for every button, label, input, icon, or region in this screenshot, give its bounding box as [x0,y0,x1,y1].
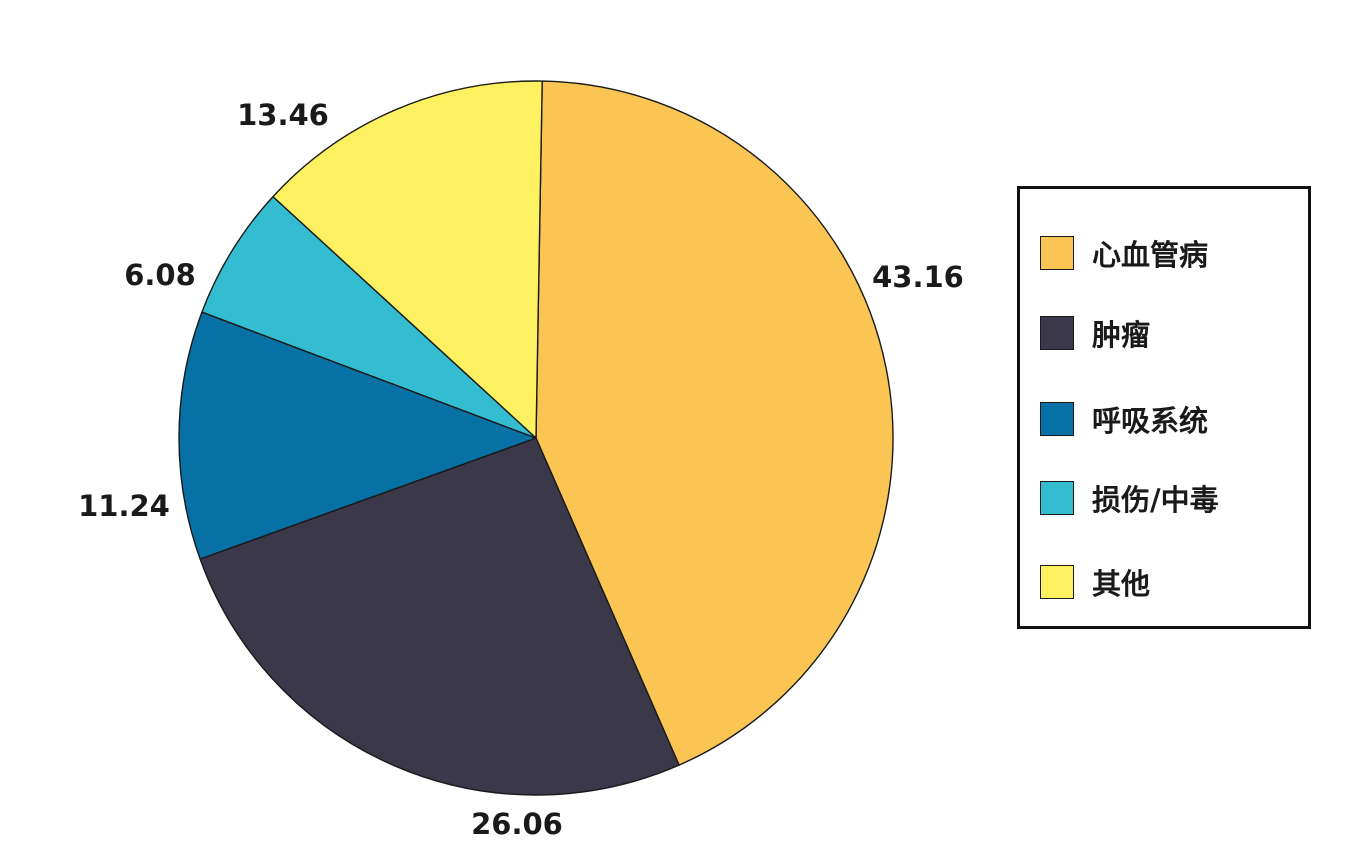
value-labels: 43.16 26.06 11.24 6.08 13.46 [78,98,964,841]
legend-swatch-injury-poisoning [1040,481,1074,515]
legend: 心血管病 肿瘤 呼吸系统 损伤/中毒 其他 [1017,186,1311,629]
pie-slice-injury-poisoning [201,195,537,439]
pie-slice-respiratory [178,311,537,560]
legend-swatch-other [1040,565,1074,599]
value-label-cardiovascular: 43.16 [872,260,964,294]
legend-item-cardiovascular: 心血管病 [1040,235,1209,272]
legend-swatch-tumor [1040,316,1074,350]
value-label-injury-poisoning: 6.08 [124,258,196,292]
pie-slice-tumor [199,437,680,796]
value-label-tumor: 26.06 [471,807,563,841]
value-label-respiratory: 11.24 [78,489,170,523]
legend-item-injury-poisoning: 损伤/中毒 [1040,480,1219,517]
pie-slice-other [272,80,543,439]
legend-label-tumor: 肿瘤 [1092,318,1151,352]
value-label-other: 13.46 [237,98,329,132]
legend-item-respiratory: 呼吸系统 [1040,401,1209,438]
legend-swatch-respiratory [1040,402,1074,436]
pie-slices [178,80,894,796]
legend-label-other: 其他 [1092,567,1151,601]
legend-label-respiratory: 呼吸系统 [1092,404,1209,438]
legend-item-other: 其他 [1040,564,1151,601]
legend-item-tumor: 肿瘤 [1040,315,1151,352]
pie-slice-cardiovascular [535,80,894,766]
legend-label-cardiovascular: 心血管病 [1092,238,1209,272]
legend-label-injury-poisoning: 损伤/中毒 [1092,483,1219,517]
legend-swatch-cardiovascular [1040,236,1074,270]
